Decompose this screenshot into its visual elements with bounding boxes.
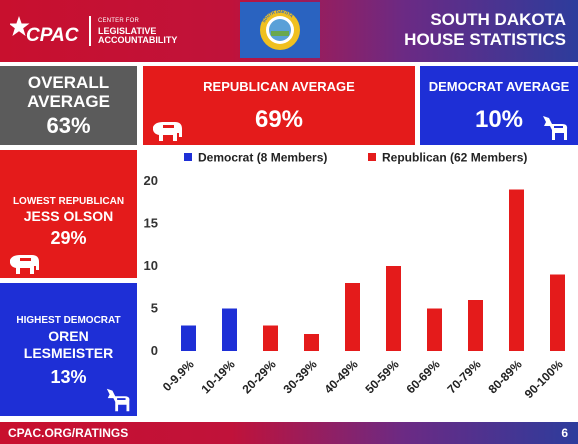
democrat-average-value: 10%: [474, 106, 524, 133]
x-tick-label: 30-39%: [280, 357, 319, 396]
y-tick-label: 15: [144, 216, 158, 231]
highest-democrat-name: OREN LESMEISTER: [0, 328, 137, 362]
democrat-average-label: DEMOCRAT AVERAGE: [428, 79, 570, 94]
south-dakota-flag: SOUTH DAKOTA: [240, 2, 320, 58]
bar-republican: [509, 189, 524, 351]
democrat-average-card: DEMOCRAT AVERAGE 10%: [420, 66, 578, 145]
x-tick-label: 20-29%: [239, 357, 278, 396]
y-tick-label: 10: [144, 258, 158, 273]
republican-average-value: 69%: [254, 106, 304, 133]
overall-average-value: 63%: [46, 113, 91, 138]
lowest-republican-name: JESS OLSON: [23, 208, 114, 224]
x-tick-label: 60-69%: [403, 357, 442, 396]
highest-democrat-label: HIGHEST DEMOCRAT: [16, 315, 121, 326]
legend-label-democrat: Democrat (8 Members): [198, 151, 327, 165]
x-tick-label: 50-59%: [362, 357, 401, 396]
x-tick-label: 40-49%: [321, 357, 360, 396]
ratings-link[interactable]: CPAC.ORG/RATINGS: [8, 426, 129, 440]
x-tick-label: 90-100%: [522, 357, 566, 401]
y-tick-label: 20: [144, 173, 158, 188]
page-title: SOUTH DAKOTA HOUSE STATISTICS: [336, 10, 566, 50]
x-tick-label: 70-79%: [444, 357, 483, 396]
bar-democrat: [222, 308, 237, 351]
elephant-icon: [153, 122, 182, 141]
logo-divider: [89, 16, 91, 46]
elephant-icon: [10, 255, 39, 274]
y-tick-label: 0: [151, 343, 158, 358]
star-icon: [10, 16, 30, 36]
legend-swatch-democrat: [184, 153, 192, 161]
bar-democrat: [181, 325, 196, 351]
donkey-icon: [543, 116, 568, 140]
republican-average-label: REPUBLICAN AVERAGE: [203, 79, 355, 94]
org-name-line2: LEGISLATIVE: [98, 26, 157, 36]
donkey-icon: [106, 388, 130, 412]
title-line2: HOUSE STATISTICS: [404, 30, 566, 49]
highest-democrat-name-line2: LESMEISTER: [23, 345, 114, 361]
overall-label-line1: OVERALL: [27, 73, 110, 92]
x-tick-label: 10-19%: [198, 357, 237, 396]
member-score-distribution-chart: 0 5 10 15 20 0-9.9% 10-19% 20-29% 30-39% 40-49% 50…: [144, 151, 566, 402]
lowest-republican-label: LOWEST REPUBLICAN: [12, 196, 125, 207]
bar-republican: [468, 300, 483, 351]
x-tick-label: 80-89%: [485, 357, 524, 396]
bar-republican: [386, 266, 401, 351]
republican-average-card: REPUBLICAN AVERAGE 69%: [143, 66, 415, 145]
bar-republican: [550, 274, 565, 351]
bar-republican: [345, 283, 360, 351]
lowest-republican-card: LOWEST REPUBLICAN JESS OLSON 29%: [0, 150, 137, 278]
y-tick-label: 5: [151, 301, 158, 316]
org-name-line1: CENTER FOR: [98, 18, 139, 24]
highest-democrat-name-line1: OREN: [48, 328, 89, 344]
legend-label-republican: Republican (62 Members): [382, 151, 527, 165]
seal-icon: [269, 19, 291, 41]
page-number: 6: [561, 426, 568, 440]
cpac-logo: CPAC: [10, 16, 79, 46]
title-line1: SOUTH DAKOTA: [430, 10, 566, 29]
overall-average-card: OVERALL AVERAGE 63%: [0, 66, 137, 145]
footer-banner: [0, 422, 578, 444]
bar-republican: [304, 334, 319, 351]
legend-swatch-republican: [368, 153, 376, 161]
logo-text: CPAC: [26, 25, 79, 46]
overall-label-line2: AVERAGE: [27, 92, 110, 111]
bar-republican: [427, 308, 442, 351]
highest-democrat-card: HIGHEST DEMOCRAT OREN LESMEISTER 13%: [0, 283, 137, 416]
overall-average-label: OVERALL AVERAGE: [0, 73, 137, 111]
x-tick-label: 0-9.9%: [160, 357, 197, 394]
highest-democrat-value: 13%: [50, 367, 87, 387]
bar-republican: [263, 325, 278, 351]
org-name-line3: ACCOUNTABILITY: [98, 35, 178, 45]
lowest-republican-value: 29%: [50, 228, 87, 248]
